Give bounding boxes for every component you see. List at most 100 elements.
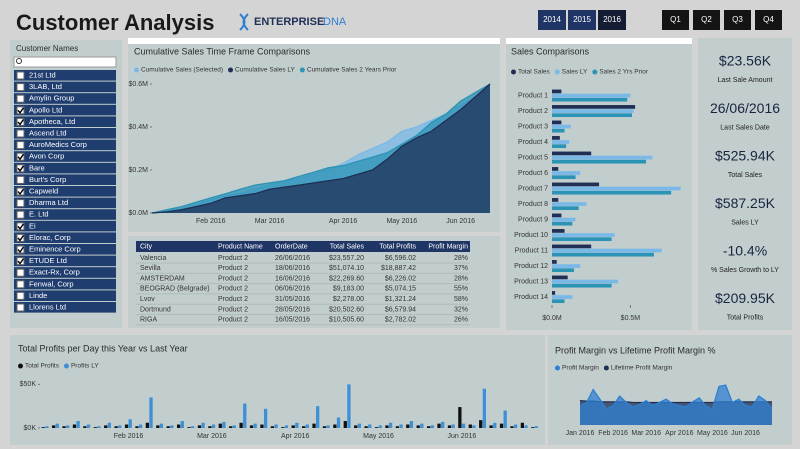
- year-button-label: 2015: [573, 15, 591, 24]
- slicer-item[interactable]: [14, 128, 116, 139]
- checkbox[interactable]: [16, 152, 25, 161]
- bar: [552, 124, 571, 129]
- slicer-item[interactable]: [14, 139, 116, 151]
- checkbox[interactable]: [16, 94, 25, 103]
- table-cell: $10,505.60: [329, 317, 364, 324]
- kpi-label: Sales LY: [731, 219, 759, 226]
- quarter-button[interactable]: [662, 10, 689, 30]
- slicer-item[interactable]: [14, 162, 116, 174]
- slicer-item[interactable]: [14, 70, 116, 81]
- checkbox[interactable]: [16, 280, 25, 289]
- bar: [552, 93, 631, 98]
- checkbox[interactable]: [16, 268, 25, 277]
- year-button[interactable]: [568, 10, 596, 30]
- bar: [479, 420, 483, 428]
- bar: [552, 202, 587, 206]
- slicer-item[interactable]: [14, 104, 116, 116]
- checkbox[interactable]: [16, 210, 25, 219]
- x-tick-label: May 2016: [386, 218, 417, 225]
- checkbox[interactable]: [16, 199, 25, 208]
- checkbox[interactable]: [16, 141, 25, 150]
- quarter-button[interactable]: [693, 10, 720, 30]
- bar: [447, 425, 452, 428]
- quarter-button-label: Q1: [670, 15, 681, 24]
- slicer-item[interactable]: [14, 244, 116, 255]
- bar: [243, 403, 247, 428]
- slicer-item[interactable]: [14, 232, 116, 243]
- checkbox[interactable]: [16, 175, 25, 184]
- slicer-item[interactable]: [14, 186, 116, 197]
- year-button-label: 2016: [603, 15, 621, 24]
- table-cell: $2,278.00: [333, 296, 364, 303]
- table-cell: Product 2: [218, 265, 248, 272]
- checkbox[interactable]: [16, 83, 25, 92]
- checkbox[interactable]: [16, 129, 25, 138]
- checkbox[interactable]: [16, 106, 25, 115]
- bar: [552, 136, 560, 140]
- bar: [552, 283, 612, 288]
- checkbox[interactable]: [16, 222, 25, 231]
- bar: [472, 425, 476, 428]
- bar: [191, 426, 195, 428]
- slicer-item-label: Exact-Rx, Corp: [29, 268, 80, 277]
- table-cell: Dortmund: [140, 306, 171, 313]
- legend-label: Lifetime Profit Margin: [611, 365, 673, 372]
- search-box[interactable]: [13, 56, 117, 68]
- slicer-item[interactable]: [14, 174, 116, 185]
- slicer-item[interactable]: [14, 151, 116, 162]
- checkbox[interactable]: [16, 303, 25, 312]
- table-cell: 31/05/2016: [275, 296, 310, 303]
- kpi-value: $525.94K: [715, 148, 776, 164]
- checkbox[interactable]: [16, 233, 25, 242]
- slicer-item[interactable]: [14, 209, 116, 220]
- bar: [357, 423, 361, 428]
- year-button[interactable]: [598, 10, 626, 30]
- slicer-item[interactable]: [14, 290, 116, 301]
- checkbox[interactable]: [16, 245, 25, 254]
- legend-swatch: [18, 363, 23, 369]
- slicer-item[interactable]: [14, 302, 116, 313]
- page-title: Customer Analysis: [16, 10, 214, 35]
- slicer-item[interactable]: [14, 197, 116, 209]
- checkbox[interactable]: [16, 187, 25, 196]
- table-cell: Lvov: [140, 296, 155, 303]
- checkmark: [17, 165, 25, 172]
- table-cell: $51,074.10: [329, 265, 364, 272]
- checkbox[interactable]: [16, 164, 25, 173]
- checkbox[interactable]: [16, 257, 25, 266]
- bar: [222, 421, 226, 428]
- checkmark: [17, 258, 25, 265]
- bar: [249, 425, 254, 428]
- legend-label: Profits LY: [71, 363, 99, 370]
- checkbox[interactable]: [16, 117, 25, 126]
- slicer-item[interactable]: [14, 267, 116, 278]
- slicer-item-label: Avon Corp: [29, 152, 64, 161]
- kpi-panel: [698, 38, 792, 330]
- legend-label: Cumulative Sales LY: [235, 67, 296, 74]
- bar: [156, 425, 160, 428]
- quarter-button[interactable]: [755, 10, 782, 30]
- checkmark: [17, 223, 25, 230]
- bar: [62, 426, 66, 428]
- slicer-item[interactable]: [14, 81, 116, 93]
- checkbox[interactable]: [16, 291, 25, 300]
- x-tick-label: Jun 2016: [446, 218, 475, 225]
- slicer-item[interactable]: [14, 255, 116, 267]
- slicer-item[interactable]: [14, 220, 116, 232]
- y-tick-label: Product 8: [518, 201, 548, 208]
- slicer-item[interactable]: [14, 278, 116, 290]
- year-button[interactable]: [538, 10, 566, 30]
- y-tick-label: $50K: [20, 381, 37, 388]
- slicer-item[interactable]: [14, 116, 116, 127]
- quarter-button[interactable]: [724, 10, 751, 30]
- x-tick-label: Apr 2016: [281, 433, 310, 440]
- bar: [552, 190, 672, 195]
- bar: [347, 384, 351, 428]
- kpi-label: Total Sales: [728, 172, 763, 179]
- checkbox[interactable]: [16, 71, 25, 80]
- bar: [229, 426, 233, 428]
- bar: [552, 217, 576, 222]
- y-tick-label: Product 6: [518, 170, 548, 177]
- bar: [232, 425, 236, 428]
- slicer-item[interactable]: [14, 93, 116, 104]
